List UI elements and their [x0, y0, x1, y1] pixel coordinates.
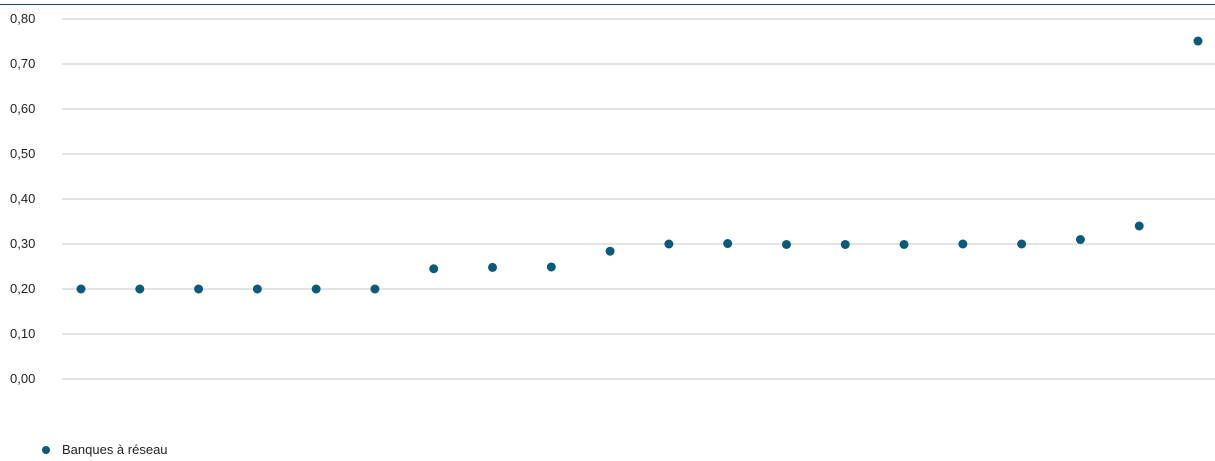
y-tick-label: 0,30 — [10, 236, 35, 251]
data-point — [488, 262, 498, 272]
gridlines — [62, 18, 1215, 380]
data-point — [605, 246, 615, 256]
data-point — [899, 239, 909, 249]
data-point — [546, 262, 556, 272]
data-point — [1134, 221, 1144, 231]
y-tick-label: 0,50 — [10, 146, 35, 161]
legend: Banques à réseau — [42, 442, 168, 457]
legend-label: Banques à réseau — [62, 442, 168, 457]
y-tick-label: 0,10 — [10, 326, 35, 341]
data-point — [194, 284, 204, 294]
data-point — [429, 264, 439, 274]
data-point — [664, 239, 674, 249]
data-point — [840, 239, 850, 249]
data-points — [76, 36, 1203, 294]
data-point — [252, 284, 262, 294]
data-point — [135, 284, 145, 294]
y-tick-label: 0,00 — [10, 371, 35, 386]
legend-marker — [42, 445, 50, 454]
data-point — [781, 239, 791, 249]
y-tick-label: 0,40 — [10, 191, 35, 206]
data-point — [1193, 36, 1203, 46]
data-point — [1017, 239, 1027, 249]
data-point — [311, 284, 321, 294]
data-point — [1075, 235, 1085, 244]
y-tick-label: 0,80 — [10, 11, 35, 26]
y-tick-label: 0,60 — [10, 101, 35, 116]
data-point — [723, 239, 733, 249]
data-point — [76, 284, 86, 294]
y-tick-label: 0,70 — [10, 56, 35, 71]
y-tick-label: 0,20 — [10, 281, 35, 296]
top-rule — [0, 4, 1215, 5]
y-axis-ticks: 0,00 0,10 0,20 0,30 0,40 0,50 0,60 0,70 0,80 — [10, 11, 35, 386]
data-point — [370, 284, 380, 294]
data-point — [958, 239, 968, 249]
